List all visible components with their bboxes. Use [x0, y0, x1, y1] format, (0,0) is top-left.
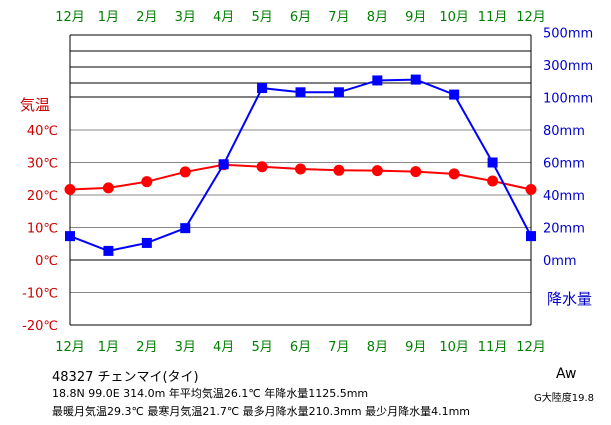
precipitation-point: [180, 223, 191, 234]
precip-tick-label: 80mm: [543, 124, 585, 139]
temp-tick-label: 0℃: [35, 254, 58, 269]
temperature-series: [64, 159, 537, 195]
month-label-bottom: 8月: [367, 340, 388, 355]
temp-tick-label: 40℃: [27, 124, 58, 139]
grid-lines: [69, 34, 532, 326]
month-label-bottom: 1月: [98, 340, 119, 355]
precip-tick-label: 0mm: [543, 254, 577, 269]
month-label-bottom: 7月: [328, 340, 349, 355]
continentality-index: G大陸度19.8: [534, 393, 595, 404]
temp-tick-label: 20℃: [27, 189, 58, 204]
precipitation-point: [218, 159, 229, 170]
precipitation-point: [141, 237, 152, 248]
station-name: 48327 チェンマイ(タイ): [52, 370, 199, 385]
month-label-top: 4月: [213, 10, 234, 25]
month-label-bottom: 3月: [175, 340, 196, 355]
precipitation-point: [372, 75, 383, 86]
axis-labels: 12月 1月 2月 3月 4月 5月 6月 7月 8月 9月 10月 11月 12月 12月 1月 2月 3月 4…: [20, 10, 593, 355]
month-label-bottom: 6月: [290, 340, 311, 355]
temp-axis-title: 気温: [20, 96, 50, 114]
month-label-bottom: 11月: [478, 340, 508, 355]
temperature-point: [102, 182, 114, 194]
temp-tick-label: 10℃: [27, 222, 58, 237]
precip-tick-label: 20mm: [543, 222, 585, 237]
month-label-top: 7月: [328, 10, 349, 25]
temp-tick-label: -20℃: [22, 319, 58, 334]
month-label-top: 12月: [516, 10, 546, 25]
month-label-bottom: 4月: [213, 340, 234, 355]
month-label-bottom: 12月: [55, 340, 85, 355]
month-label-bottom: 12月: [516, 340, 546, 355]
month-label-bottom: 5月: [251, 340, 272, 355]
precipitation-point: [257, 83, 268, 94]
precip-tick-label: 300mm: [543, 59, 593, 74]
month-label-bottom: 2月: [136, 340, 157, 355]
precip-axis-title: 降水量: [547, 290, 592, 308]
precipitation-point: [333, 87, 344, 98]
temperature-point: [64, 183, 76, 195]
month-label-top: 9月: [405, 10, 426, 25]
month-label-bottom: 10月: [439, 340, 469, 355]
month-label-top: 8月: [367, 10, 388, 25]
temperature-point: [448, 168, 460, 180]
precip-tick-label: 500mm: [543, 27, 593, 42]
station-stats-line2: 最暖月気温29.3℃ 最寒月気温21.7℃ 最多月降水量210.3mm 最少月降…: [52, 405, 471, 418]
month-label-bottom: 9月: [405, 340, 426, 355]
month-label-top: 1月: [98, 10, 119, 25]
precipitation-point: [449, 89, 460, 100]
temperature-point: [410, 166, 422, 178]
month-label-top: 10月: [439, 10, 469, 25]
temperature-point: [141, 176, 153, 188]
precipitation-series: [65, 74, 536, 256]
precipitation-point: [65, 231, 75, 242]
precipitation-point: [526, 231, 536, 242]
month-label-top: 6月: [290, 10, 311, 25]
month-label-top: 2月: [136, 10, 157, 25]
climate-code: Aw: [556, 366, 577, 382]
precipitation-point: [487, 157, 498, 168]
temperature-point: [333, 164, 345, 176]
precip-tick-label: 100mm: [543, 92, 593, 107]
temp-tick-label: -10℃: [22, 287, 58, 302]
month-label-top: 11月: [478, 10, 508, 25]
station-stats-line1: 18.8N 99.0E 314.0m 年平均気温26.1℃ 年降水量1125.5…: [52, 387, 369, 400]
precipitation-point: [103, 245, 114, 256]
precipitation-point: [295, 87, 306, 98]
month-label-top: 12月: [55, 10, 85, 25]
temp-tick-label: 30℃: [27, 157, 58, 172]
temperature-point: [525, 183, 537, 195]
precip-tick-label: 60mm: [543, 157, 585, 172]
temperature-point: [179, 166, 191, 178]
temperature-point: [256, 161, 268, 173]
month-label-top: 5月: [251, 10, 272, 25]
month-label-top: 3月: [175, 10, 196, 25]
precip-tick-label: 40mm: [543, 189, 585, 204]
precipitation-point: [410, 74, 421, 85]
temperature-point: [487, 175, 499, 187]
temperature-point: [371, 165, 383, 177]
temperature-point: [295, 163, 306, 175]
